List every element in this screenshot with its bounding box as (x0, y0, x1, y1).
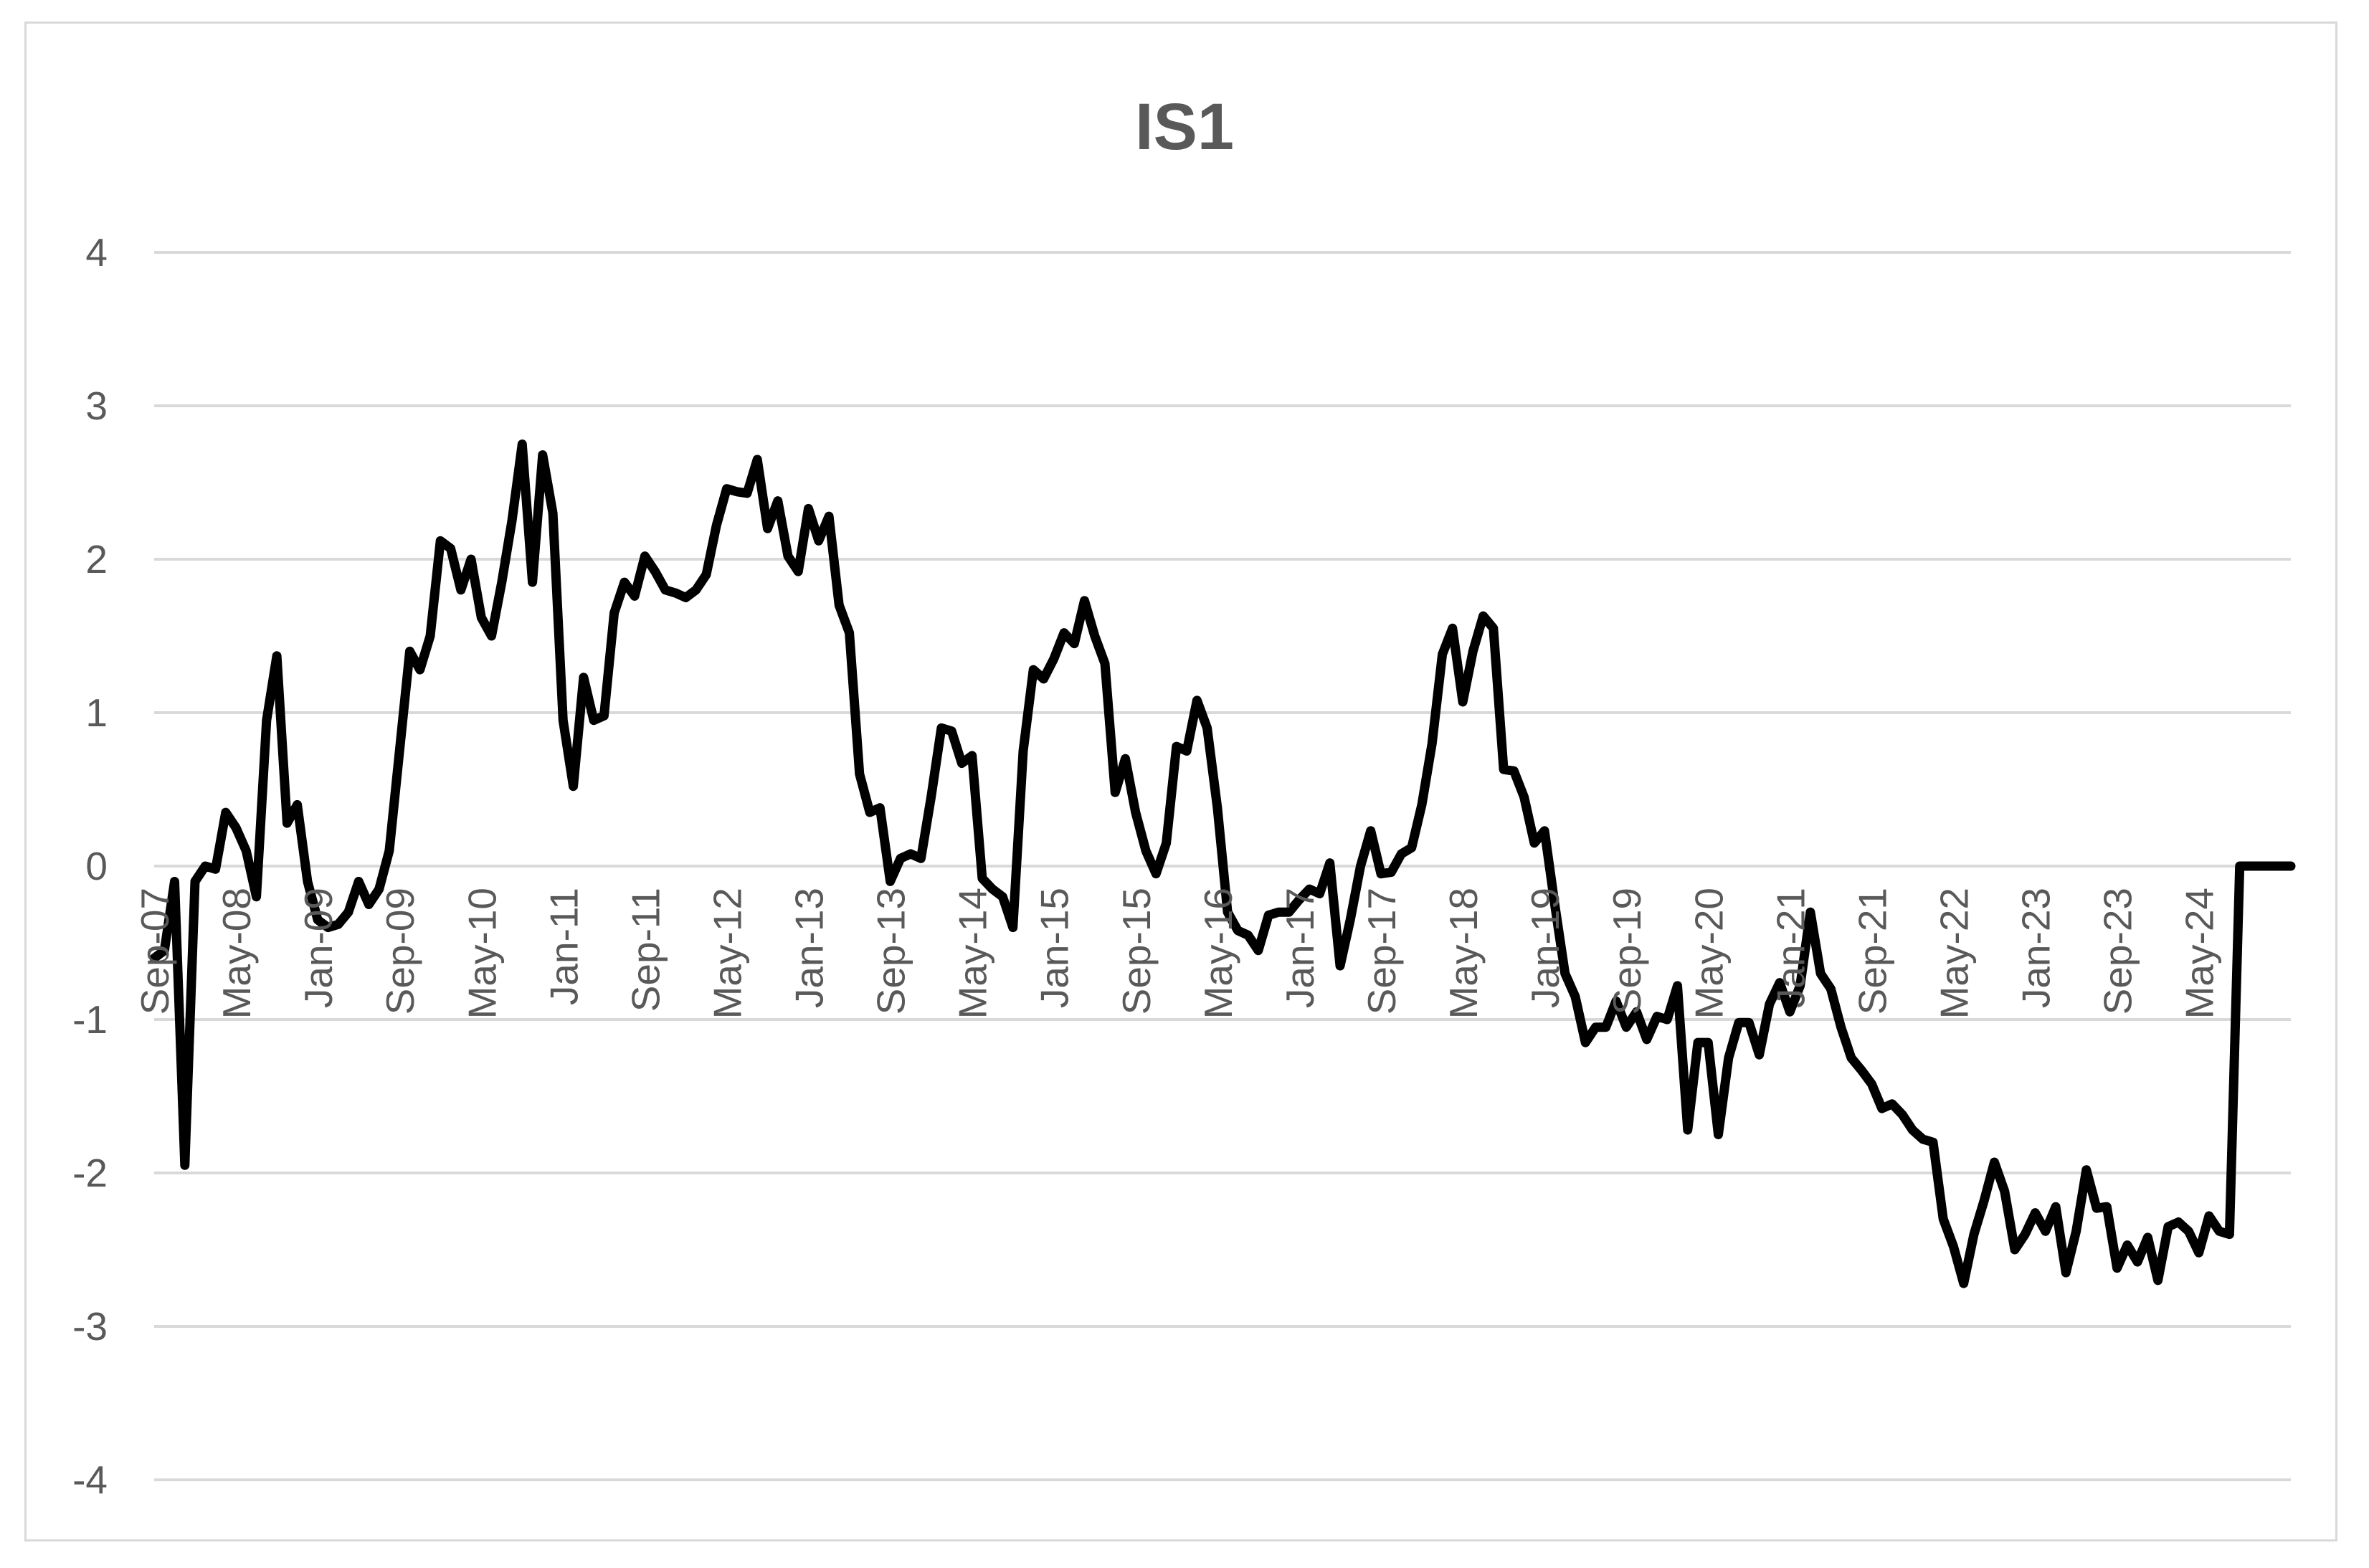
x-axis-tick-labels: Sep-07 May-08 Jan-09 Sep-09 May-10 Jan-11 Sep-… (133, 888, 2222, 1019)
y-tick-label: -1 (72, 997, 108, 1042)
y-tick-label: 3 (85, 384, 108, 428)
gridlines (154, 251, 2291, 1481)
y-tick-label: -4 (72, 1458, 108, 1502)
series-line-layer (149, 439, 2296, 1288)
x-tick-label: May-12 (706, 888, 750, 1019)
x-tick-label: Jan-21 (1768, 888, 1813, 1008)
x-tick-label: Sep-17 (1359, 888, 1404, 1015)
x-tick-label: Jan-13 (787, 888, 832, 1008)
x-tick-label: May-24 (2178, 888, 2222, 1019)
y-tick-label: -2 (72, 1151, 108, 1195)
x-tick-label: Jan-23 (2014, 888, 2059, 1008)
y-tick-label: 2 (85, 537, 108, 581)
x-tick-label: Sep-21 (1850, 888, 1894, 1015)
x-tick-label: May-14 (951, 888, 995, 1019)
y-tick-label: 1 (85, 690, 108, 735)
y-tick-label: 4 (85, 230, 108, 275)
x-tick-label: Jan-17 (1278, 888, 1322, 1008)
x-tick-label: May-08 (214, 888, 259, 1019)
x-tick-label: May-18 (1441, 888, 1486, 1019)
x-tick-label: May-20 (1686, 888, 1731, 1019)
x-tick-label: Sep-07 (133, 888, 177, 1015)
series-line (149, 439, 2296, 1288)
y-axis-tick-labels: 4 3 2 1 0 -1 -2 -3 -4 (72, 230, 108, 1502)
x-tick-label: Sep-19 (1605, 888, 1649, 1015)
chart-title: IS1 (1134, 90, 1235, 163)
x-tick-label: May-16 (1196, 888, 1240, 1019)
y-tick-label: -3 (72, 1304, 108, 1349)
x-tick-label: Sep-11 (623, 888, 668, 1012)
chart-area (24, 22, 2337, 1541)
x-tick-label: May-22 (1932, 888, 1977, 1019)
x-tick-label: Jan-19 (1523, 888, 1567, 1008)
x-tick-label: Jan-11 (541, 888, 586, 1005)
x-tick-label: Sep-15 (1114, 888, 1159, 1015)
x-tick-label: Sep-09 (378, 888, 422, 1015)
x-tick-label: Sep-13 (869, 888, 913, 1015)
x-tick-label: Sep-23 (2096, 888, 2140, 1015)
x-tick-label: Jan-15 (1032, 888, 1077, 1008)
x-tick-label: May-10 (460, 888, 504, 1019)
y-tick-label: 0 (85, 844, 108, 888)
x-tick-label: Jan-09 (296, 888, 341, 1008)
